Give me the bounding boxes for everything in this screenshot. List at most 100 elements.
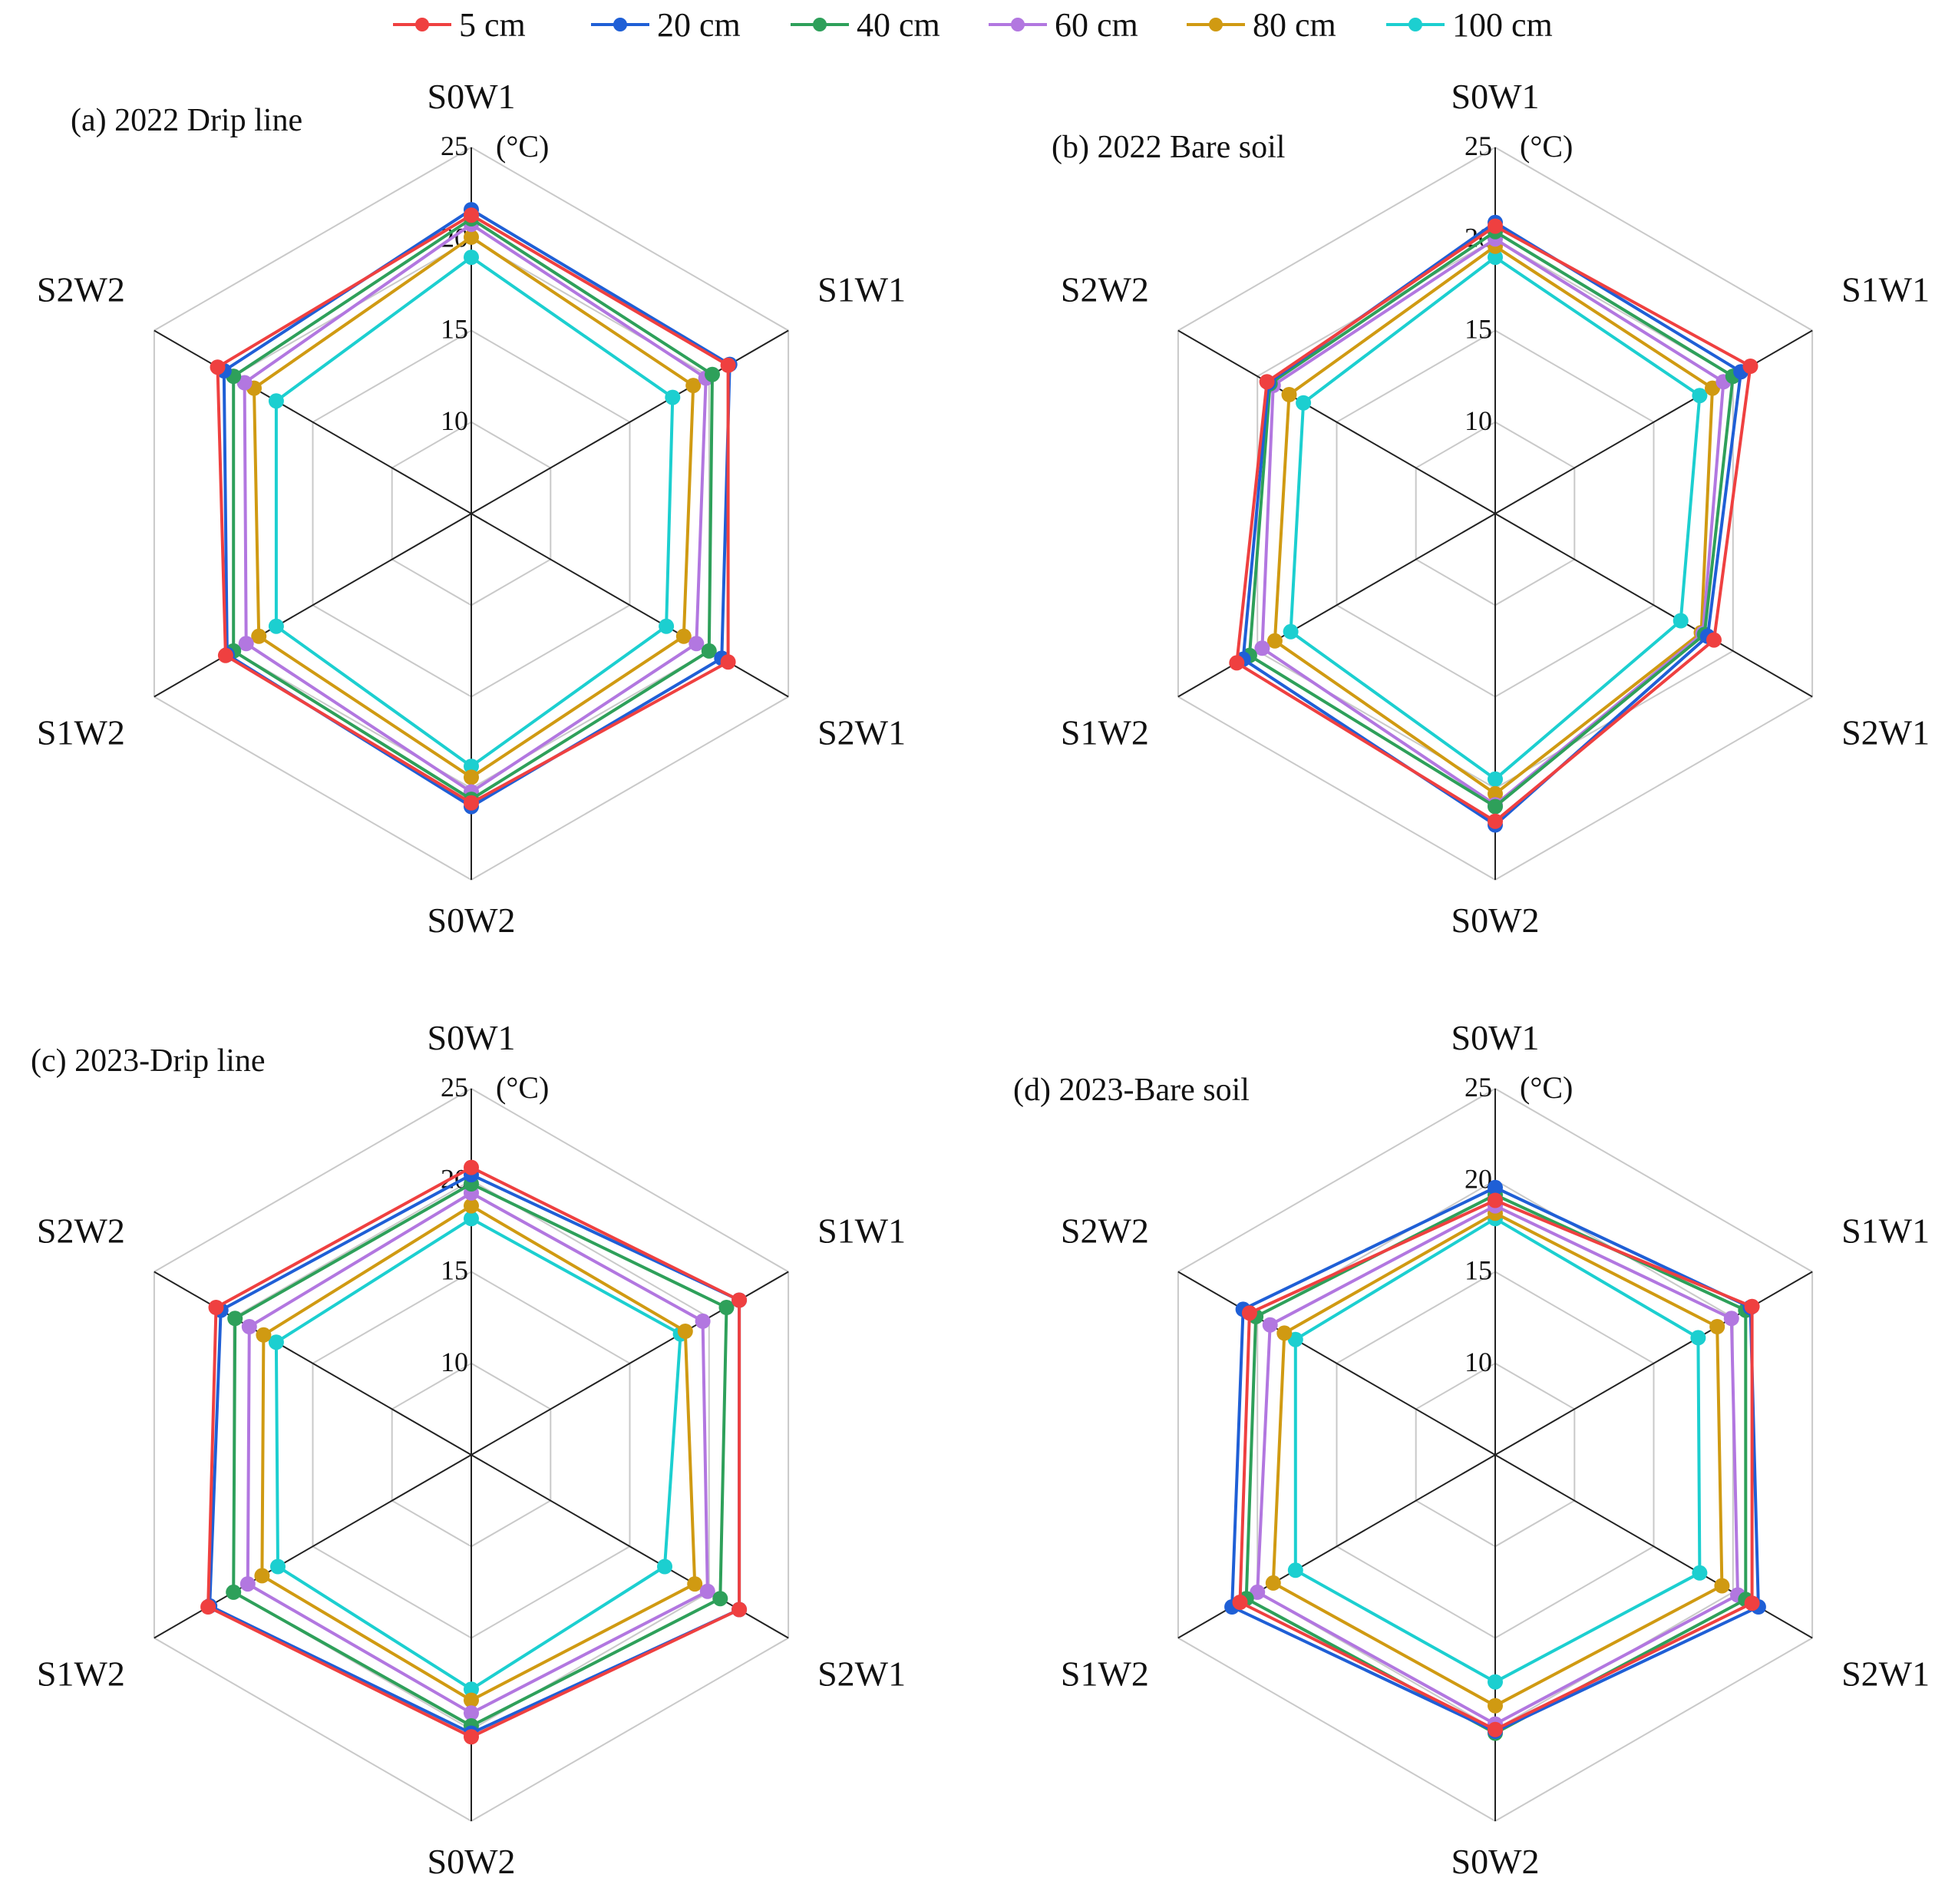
axis-spoke-s2w2 xyxy=(154,329,472,514)
point-40-cm-s1w1 xyxy=(705,366,720,382)
series-5-cm xyxy=(1229,218,1758,829)
tick-label-10: 10 xyxy=(1465,405,1492,436)
series-100-cm xyxy=(268,250,681,775)
axis-label-s1w2: S1W2 xyxy=(37,713,125,752)
series-line-5-cm xyxy=(1235,224,1752,823)
radar-series-group xyxy=(1224,1179,1766,1741)
series-80-cm xyxy=(254,1198,703,1708)
point-100-cm-s0w2 xyxy=(1488,771,1503,787)
point-100-cm-s2w2 xyxy=(268,1334,284,1350)
legend-marker-5-cm xyxy=(415,18,429,31)
point-40-cm-s1w2 xyxy=(226,1584,242,1600)
axis-label-s0w1: S0W1 xyxy=(1451,1018,1540,1057)
point-5-cm-s0w2 xyxy=(464,795,479,811)
point-100-cm-s2w2 xyxy=(1287,1331,1303,1347)
series-60-cm xyxy=(239,1185,715,1721)
series-line-5-cm xyxy=(1238,1198,1754,1731)
point-100-cm-s1w1 xyxy=(1692,388,1708,404)
point-80-cm-s0w2 xyxy=(1488,1697,1503,1714)
point-80-cm-s2w1 xyxy=(687,1576,703,1592)
point-100-cm-s2w1 xyxy=(1692,1565,1708,1581)
tick-label-15: 15 xyxy=(441,314,468,345)
legend-marker-40-cm xyxy=(813,18,827,31)
axis-spoke-s1w1 xyxy=(1494,329,1813,514)
axis-label-s0w2: S0W2 xyxy=(1451,1842,1540,1881)
point-80-cm-s2w2 xyxy=(1281,387,1297,402)
point-80-cm-s0w1 xyxy=(464,229,479,245)
unit-label: (°C) xyxy=(1520,129,1573,164)
panels: S0W1 S1W1 S2W1 S0W2 S1W2 S2W2 10 15 20 25 (°C) (a) … xyxy=(31,77,1930,1881)
tick-label-25: 25 xyxy=(441,131,468,161)
series-20-cm xyxy=(202,1167,748,1741)
point-100-cm-s2w1 xyxy=(1673,613,1689,629)
point-60-cm-s1w2 xyxy=(238,636,254,652)
axis-spoke-s2w2 xyxy=(154,1271,472,1456)
axis-spoke-s2w1 xyxy=(471,513,789,698)
panel-title: (b) 2022 Bare soil xyxy=(1052,130,1285,165)
point-80-cm-s0w2 xyxy=(464,769,479,785)
point-100-cm-s1w1 xyxy=(1690,1330,1706,1346)
axis-label-s0w2: S0W2 xyxy=(428,901,516,940)
point-80-cm-s1w2 xyxy=(1265,1575,1281,1591)
axis-spoke-s1w1 xyxy=(1494,1271,1813,1456)
legend-item-100-cm: 100 cm xyxy=(1386,6,1553,44)
radar-series-group xyxy=(1229,214,1758,833)
point-5-cm-s0w1 xyxy=(464,1159,479,1175)
panel-title: (c) 2023-Drip line xyxy=(31,1043,266,1079)
point-40-cm-s2w1 xyxy=(712,1591,728,1607)
point-60-cm-s1w1 xyxy=(695,1313,711,1329)
radar-series-group xyxy=(210,202,738,815)
axis-spoke-s2w2 xyxy=(1177,1271,1496,1456)
tick-label-25: 25 xyxy=(441,1072,468,1102)
series-line-5-cm xyxy=(206,1165,741,1739)
point-5-cm-s1w1 xyxy=(720,357,736,373)
axis-label-s2w2: S2W2 xyxy=(37,1211,125,1251)
axis-label-s2w2: S2W2 xyxy=(37,270,125,309)
point-80-cm-s1w2 xyxy=(1266,633,1283,649)
tick-label-15: 15 xyxy=(1465,314,1492,345)
point-5-cm-s2w2 xyxy=(208,1300,224,1315)
tick-label-25: 25 xyxy=(1465,131,1492,161)
axis-label-s2w2: S2W2 xyxy=(1061,270,1149,309)
point-60-cm-s2w2 xyxy=(241,1319,257,1334)
series-100-cm xyxy=(1283,250,1708,787)
axis-label-s0w1: S0W1 xyxy=(428,77,516,116)
point-100-cm-s0w2 xyxy=(464,759,479,775)
point-80-cm-s1w1 xyxy=(1709,1319,1725,1334)
point-5-cm-s1w2 xyxy=(1229,655,1245,671)
legend-marker-60-cm xyxy=(1011,18,1025,31)
series-20-cm xyxy=(216,202,738,815)
point-80-cm-s2w1 xyxy=(675,628,692,644)
point-5-cm-s2w1 xyxy=(1744,1595,1760,1611)
tick-label-10: 10 xyxy=(441,405,468,436)
series-line-20-cm xyxy=(1241,220,1743,827)
series-line-40-cm xyxy=(232,1182,728,1727)
series-80-cm xyxy=(1266,238,1720,802)
point-100-cm-s1w2 xyxy=(268,618,284,634)
tick-label-15: 15 xyxy=(441,1255,468,1286)
point-100-cm-s1w2 xyxy=(1283,623,1299,640)
panel-title: (d) 2023-Bare soil xyxy=(1013,1073,1250,1108)
point-60-cm-s1w2 xyxy=(1254,640,1270,656)
point-100-cm-s1w1 xyxy=(665,389,681,405)
point-60-cm-s2w2 xyxy=(1262,1317,1278,1333)
radar-series-group xyxy=(200,1159,748,1745)
point-60-cm-s2w1 xyxy=(689,636,705,652)
point-100-cm-s0w1 xyxy=(464,1211,479,1227)
point-100-cm-s0w1 xyxy=(464,250,479,266)
legend-item-5-cm: 5 cm xyxy=(393,6,526,44)
point-5-cm-s2w2 xyxy=(1259,374,1275,390)
point-80-cm-s2w1 xyxy=(1714,1578,1730,1594)
point-5-cm-s2w1 xyxy=(731,1602,748,1618)
series-line-20-cm xyxy=(208,1173,741,1735)
point-80-cm-s0w1 xyxy=(464,1198,479,1214)
point-5-cm-s1w2 xyxy=(1232,1595,1248,1610)
point-5-cm-s0w2 xyxy=(464,1729,479,1745)
series-5-cm xyxy=(200,1159,748,1745)
point-100-cm-s2w1 xyxy=(659,618,675,634)
axis-label-s2w1: S2W1 xyxy=(1841,713,1930,752)
point-100-cm-s2w1 xyxy=(657,1559,672,1575)
point-5-cm-s2w1 xyxy=(720,654,736,670)
